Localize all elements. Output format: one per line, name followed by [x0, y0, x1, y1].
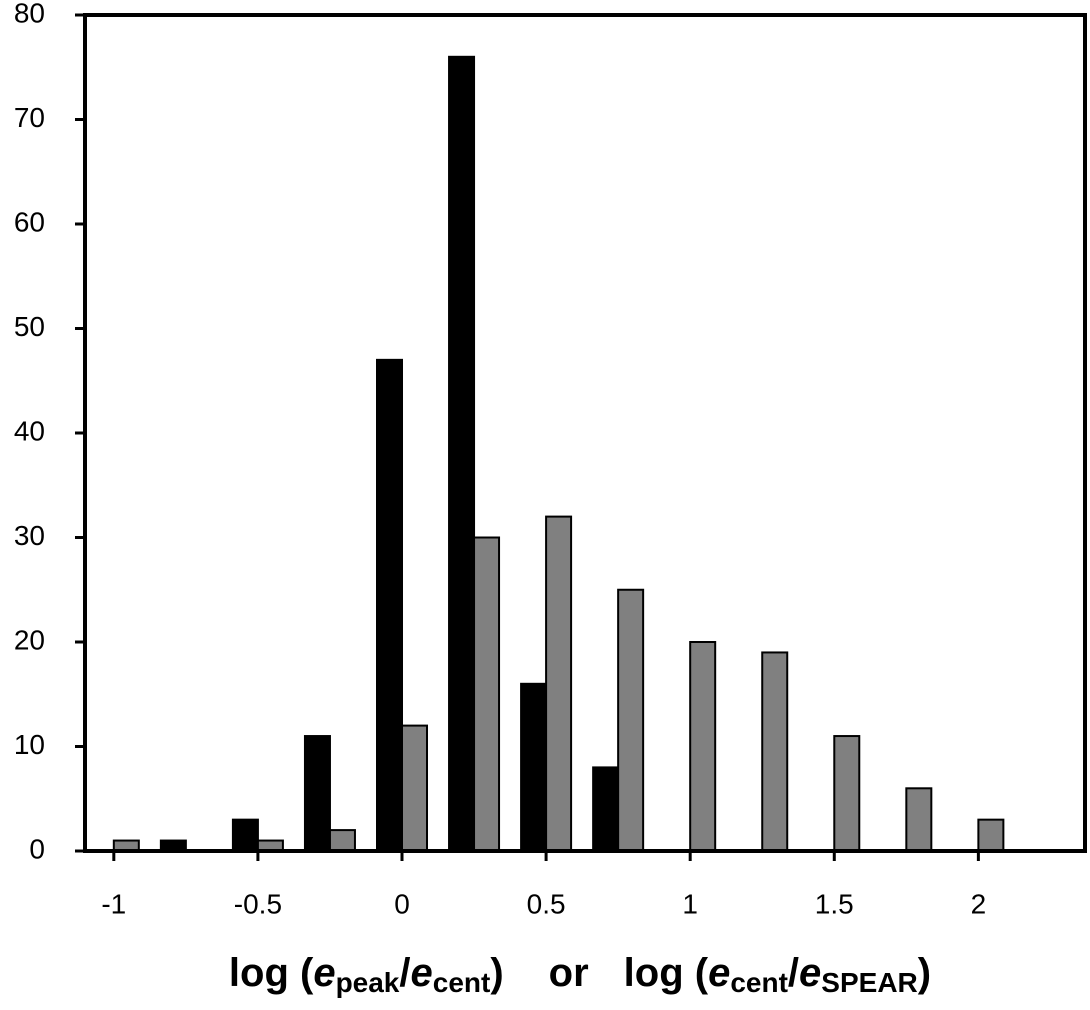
bar	[376, 358, 404, 852]
x-label-part: log (	[624, 951, 709, 995]
bar	[977, 818, 1005, 853]
x-label-part: /	[788, 951, 799, 995]
y-tick-label: 70	[14, 102, 45, 133]
bar	[231, 818, 259, 853]
x-label-part: cent	[433, 967, 491, 998]
x-label-part: log (	[229, 951, 314, 995]
bar	[617, 588, 645, 852]
x-label-part: or	[549, 951, 589, 995]
x-tick-label: -1	[101, 888, 126, 919]
y-tick-label: 50	[14, 311, 45, 342]
x-label-part: e	[799, 951, 821, 995]
x-tick-label: -0.5	[234, 888, 282, 919]
x-label-part: SPEAR	[821, 967, 917, 998]
bar	[592, 766, 620, 853]
y-tick-label: 40	[14, 415, 45, 446]
plot-frame	[83, 13, 1087, 853]
bar	[473, 536, 501, 852]
x-label-part: peak	[336, 967, 400, 998]
x-label-part: )	[490, 951, 503, 995]
y-tick-label: 80	[14, 0, 45, 28]
x-label-part: )	[918, 951, 931, 995]
y-tick-label: 60	[14, 206, 45, 237]
x-axis-label: log (epeak/ecent) or log (ecent/eSPEAR)	[229, 951, 931, 999]
x-tick-label: 0	[394, 888, 410, 919]
bar	[328, 829, 356, 852]
bar	[520, 682, 548, 852]
y-tick-label: 0	[29, 833, 45, 864]
x-label-part: e	[313, 951, 335, 995]
bar	[401, 724, 429, 852]
bar	[545, 515, 573, 852]
x-label-part: e	[708, 951, 730, 995]
y-tick-label: 10	[14, 729, 45, 760]
x-tick-label: 0.5	[527, 888, 566, 919]
x-tick-label: 2	[971, 888, 987, 919]
x-label-part: /	[399, 951, 410, 995]
y-tick-label: 20	[14, 624, 45, 655]
x-label-part: e	[411, 951, 433, 995]
x-tick-label: 1.5	[815, 888, 854, 919]
bar	[689, 641, 717, 852]
bar	[448, 55, 476, 853]
x-tick-label: 1	[682, 888, 698, 919]
x-label-part: cent	[730, 967, 788, 998]
bar	[905, 787, 933, 852]
bar	[833, 735, 861, 852]
bar	[303, 735, 331, 852]
bar	[761, 651, 789, 853]
y-tick-label: 30	[14, 520, 45, 551]
